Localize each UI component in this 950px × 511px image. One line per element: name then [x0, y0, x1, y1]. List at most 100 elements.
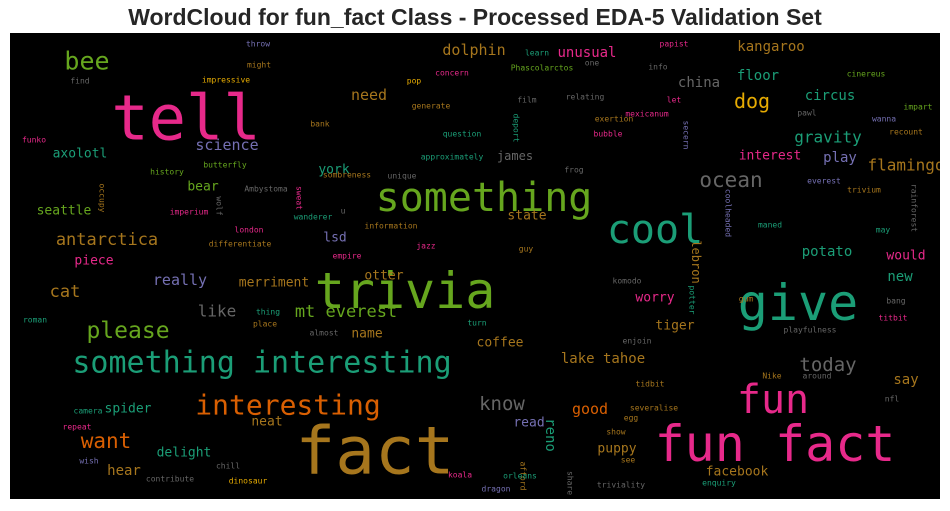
word-unique: unique	[388, 172, 417, 181]
word-kangaroo: kangaroo	[737, 39, 804, 55]
word-know: know	[479, 393, 525, 415]
word-name: name	[351, 327, 382, 342]
word-playfulness: playfulness	[784, 326, 837, 335]
word-cinereus: cinereus	[847, 70, 886, 79]
word-question: question	[443, 130, 482, 139]
word-dog: dog	[734, 89, 770, 113]
word-bubble: bubble	[594, 130, 623, 139]
word-lake-tahoe: lake tahoe	[561, 351, 645, 367]
word-dragon: dragon	[482, 485, 511, 494]
word-circus: circus	[805, 88, 856, 104]
word-frog: frog	[564, 166, 583, 175]
word-egg: egg	[624, 414, 639, 423]
word-nike: Nike	[762, 372, 781, 381]
word-unusual: unusual	[557, 45, 616, 61]
word-seattle: seattle	[37, 204, 92, 219]
word-axolotl: axolotl	[53, 147, 108, 162]
word-phascolarctos: Phascolarctos	[511, 64, 574, 73]
word-almost: almost	[310, 329, 339, 338]
word-sombreness: sombreness	[323, 171, 371, 180]
word-enjoin: enjoin	[623, 337, 652, 346]
word-gum: gum	[739, 295, 754, 304]
word-severalise: severalise	[630, 404, 678, 413]
word-impressive: impressive	[202, 76, 250, 85]
word-china: china	[678, 75, 720, 91]
word-wanna: wanna	[872, 115, 896, 124]
word-history: history	[150, 168, 184, 177]
word-mt-everest: mt everest	[295, 302, 397, 322]
word-something-interesting: something interesting	[72, 346, 451, 381]
word-rainforest: rainforest	[910, 184, 919, 232]
word-london: london	[235, 226, 264, 235]
word-secern: secern	[682, 121, 691, 150]
word-something: something	[376, 175, 593, 221]
word-reno: reno	[542, 418, 558, 452]
word-good: good	[572, 400, 608, 418]
word-throw: throw	[246, 40, 270, 49]
word-differentiate: differentiate	[209, 240, 272, 249]
word-james: james	[497, 149, 533, 163]
word-trivium: trivium	[847, 186, 881, 195]
word-please: please	[86, 318, 169, 344]
word-exertion: exertion	[595, 115, 634, 124]
word-repeat: repeat	[63, 423, 92, 432]
chart-title: WordCloud for fun_fact Class - Processed…	[128, 4, 822, 30]
word-see: see	[621, 456, 636, 465]
word-potato: potato	[802, 244, 853, 260]
word-flamingo: flamingo	[867, 156, 940, 175]
word-recount: recount	[889, 128, 923, 137]
word-lebron: lebron	[689, 240, 703, 283]
word-really: really	[153, 271, 207, 289]
word-like: like	[198, 302, 237, 321]
word-thing: thing	[256, 308, 280, 317]
word-film: film	[517, 96, 536, 105]
word-fun: fun	[737, 377, 809, 423]
word-roman: roman	[23, 316, 47, 325]
word-interest: interest	[739, 149, 802, 164]
word-spider: spider	[105, 402, 152, 417]
word-group: fact trivia tell give fun fact something fun co…	[22, 39, 940, 495]
word-lsd: lsd	[323, 231, 346, 246]
word-information: information	[365, 222, 418, 231]
word-piece: piece	[74, 254, 113, 269]
word-approximately: approximately	[421, 153, 484, 162]
word-triviality: triviality	[597, 481, 645, 490]
word-komodo: komodo	[613, 277, 642, 286]
word-delight: delight	[157, 446, 212, 461]
word-empire: empire	[333, 252, 362, 261]
word-wish: wish	[79, 457, 98, 466]
word-bear: bear	[187, 180, 218, 195]
word-find: find	[70, 77, 89, 86]
word-everest: everest	[807, 177, 841, 186]
word-today: today	[799, 354, 856, 376]
word-cool: cool	[607, 207, 703, 253]
word-deport: deport	[512, 114, 521, 143]
word-hear: hear	[107, 463, 141, 479]
word-sweat: sweat	[295, 186, 304, 210]
word-pawl: pawl	[797, 109, 816, 118]
word-u: u	[341, 207, 346, 216]
word-wanderer: wanderer	[294, 213, 333, 222]
word-merriment: merriment	[239, 276, 309, 291]
word-coffee: coffee	[477, 336, 524, 351]
word-facebook: facebook	[706, 465, 769, 480]
word-afford: afford	[519, 462, 528, 491]
word-guy: guy	[519, 245, 534, 254]
word-papist: papist	[660, 40, 689, 49]
word-york: york	[318, 163, 349, 178]
word-cloud: fact trivia tell give fun fact something fun co…	[10, 33, 940, 499]
word-puppy: puppy	[597, 442, 636, 457]
word-new: new	[887, 269, 913, 285]
word-neat: neat	[251, 415, 282, 430]
word-need: need	[351, 86, 387, 104]
word-might: might	[247, 61, 271, 70]
word-generate: generate	[412, 102, 451, 111]
word-funko: funko	[22, 136, 46, 145]
word-learn: learn	[525, 49, 549, 58]
word-nfl: nfl	[885, 395, 900, 404]
word-info: info	[648, 63, 667, 72]
word-potter: potter	[688, 286, 697, 315]
word-want: want	[81, 429, 132, 453]
word-camera: camera	[74, 407, 103, 416]
word-cat: cat	[50, 282, 81, 302]
